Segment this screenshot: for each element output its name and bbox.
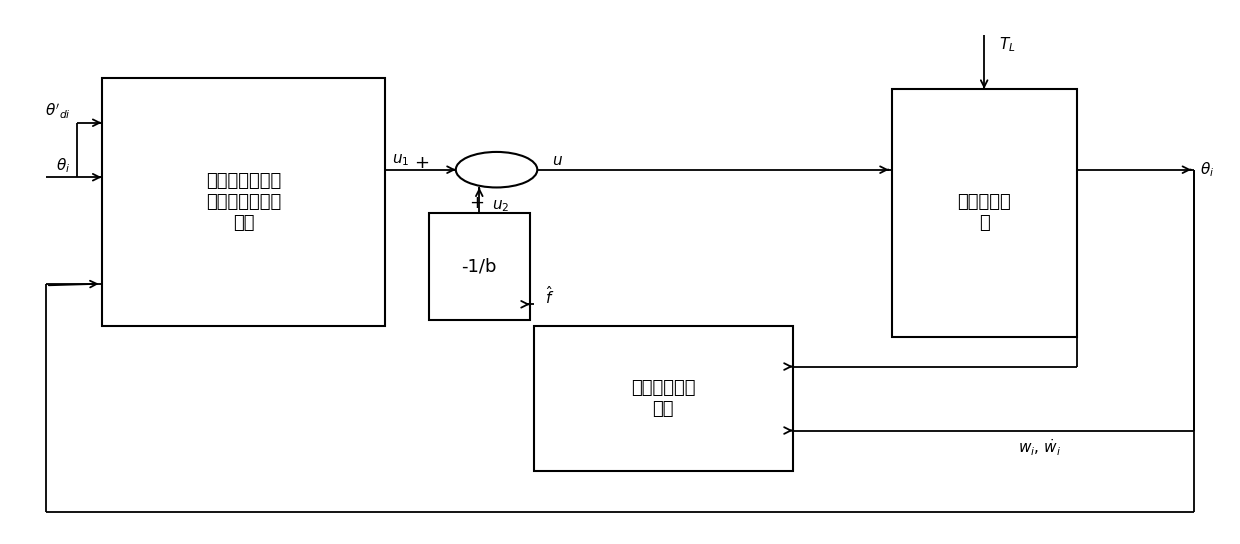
FancyBboxPatch shape [429, 213, 529, 320]
Text: 直流无刷电
机: 直流无刷电 机 [957, 193, 1011, 232]
Text: $w_i$, $\dot{w}_i$: $w_i$, $\dot{w}_i$ [1018, 437, 1061, 458]
Text: $\hat{f}$: $\hat{f}$ [544, 285, 554, 307]
FancyBboxPatch shape [102, 78, 386, 326]
Text: +: + [469, 194, 485, 212]
Circle shape [456, 152, 537, 188]
FancyBboxPatch shape [892, 89, 1076, 337]
Text: $\theta'_{di}$: $\theta'_{di}$ [45, 101, 71, 121]
Text: $\theta_i$: $\theta_i$ [1200, 160, 1214, 179]
FancyBboxPatch shape [533, 326, 792, 471]
Text: +: + [414, 154, 429, 172]
Text: $u_1$: $u_1$ [392, 152, 409, 168]
Text: $\theta_i$: $\theta_i$ [57, 156, 71, 175]
Text: $T_L$: $T_L$ [999, 35, 1016, 54]
Text: 基于动态面的自
适应反演滑模控
制器: 基于动态面的自 适应反演滑模控 制器 [206, 172, 281, 232]
Text: 非线性干扰观
测器: 非线性干扰观 测器 [631, 379, 696, 418]
Text: $u_2$: $u_2$ [491, 199, 508, 214]
Text: -1/b: -1/b [461, 258, 497, 276]
Text: $u$: $u$ [552, 152, 563, 168]
